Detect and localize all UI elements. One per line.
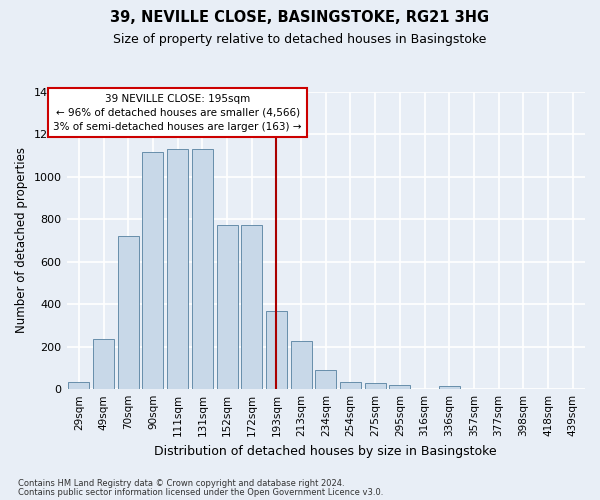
Bar <box>241 226 262 389</box>
Text: Contains public sector information licensed under the Open Government Licence v3: Contains public sector information licen… <box>18 488 383 497</box>
Bar <box>365 383 386 389</box>
Text: Size of property relative to detached houses in Basingstoke: Size of property relative to detached ho… <box>113 32 487 46</box>
Bar <box>68 382 89 389</box>
Bar <box>315 370 336 389</box>
Bar <box>93 339 114 389</box>
X-axis label: Distribution of detached houses by size in Basingstoke: Distribution of detached houses by size … <box>154 444 497 458</box>
Text: 39, NEVILLE CLOSE, BASINGSTOKE, RG21 3HG: 39, NEVILLE CLOSE, BASINGSTOKE, RG21 3HG <box>110 10 490 25</box>
Text: 39 NEVILLE CLOSE: 195sqm
← 96% of detached houses are smaller (4,566)
3% of semi: 39 NEVILLE CLOSE: 195sqm ← 96% of detach… <box>53 94 302 132</box>
Bar <box>266 310 287 389</box>
Text: Contains HM Land Registry data © Crown copyright and database right 2024.: Contains HM Land Registry data © Crown c… <box>18 479 344 488</box>
Bar <box>439 386 460 389</box>
Bar <box>192 149 213 389</box>
Bar <box>389 385 410 389</box>
Bar <box>118 236 139 389</box>
Bar <box>217 226 238 389</box>
Y-axis label: Number of detached properties: Number of detached properties <box>15 148 28 334</box>
Bar <box>340 382 361 389</box>
Bar <box>167 149 188 389</box>
Bar <box>142 152 163 389</box>
Bar <box>290 342 311 389</box>
